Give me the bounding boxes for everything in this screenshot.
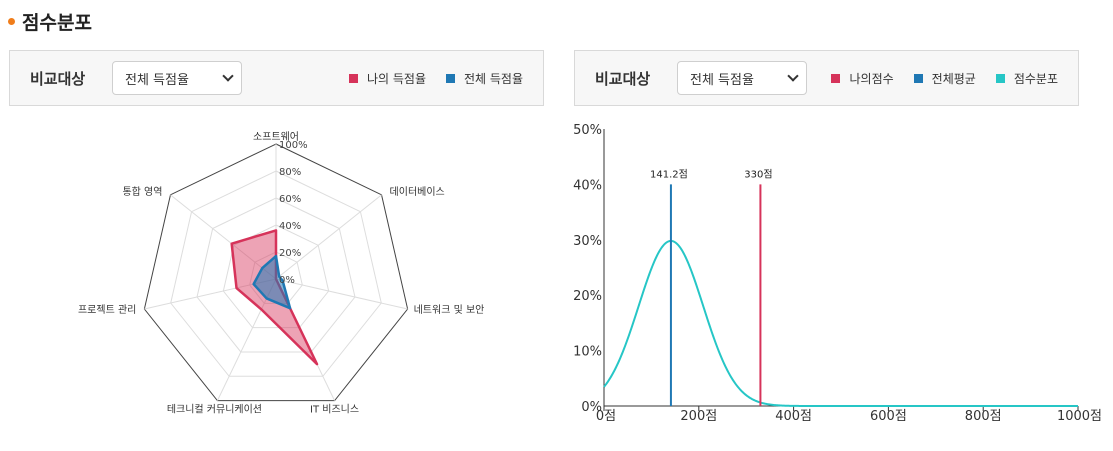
- legend-label: 점수분포: [1013, 71, 1058, 86]
- x-tick-label: 0점: [596, 409, 616, 424]
- x-tick-label: 200점: [680, 409, 717, 424]
- dist-compare-select[interactable]: 전체 득점율: [677, 61, 807, 95]
- section-title: 점수분포: [22, 11, 92, 34]
- chevron-down-icon: [222, 70, 234, 82]
- dist-compare-bar: 비교대상 전체 득점율 나의점수 전체평균 점수분포: [574, 50, 1079, 106]
- radar-tick-label: 60%: [279, 194, 301, 205]
- compare-label: 비교대상: [30, 69, 86, 88]
- section-header: 점수분포: [8, 8, 92, 34]
- radar-tick-label: 20%: [279, 248, 301, 259]
- legend-swatch: [831, 73, 841, 83]
- dist-legend: 나의점수 전체평균 점수분포: [831, 70, 1058, 87]
- x-tick-label: 600점: [870, 409, 907, 424]
- radar-tick-label: 40%: [279, 221, 301, 232]
- radar-spoke: [275, 278, 408, 310]
- x-tick-label: 800점: [965, 409, 1002, 424]
- radar-grid-ring: [170, 170, 382, 377]
- y-tick-label: 0%: [581, 400, 602, 415]
- compare-label: 비교대상: [595, 69, 651, 88]
- legend-item-average: 전체평균: [913, 70, 976, 87]
- radar-tick-label: 0%: [279, 275, 295, 286]
- radar-category-label: 네트워크 및 보안: [414, 303, 485, 316]
- radar-spoke: [275, 194, 382, 280]
- x-tick-label: 400점: [775, 409, 812, 424]
- radar-tick-label: 100%: [279, 140, 308, 151]
- y-tick-label: 20%: [573, 289, 602, 304]
- radar-tick-label: 80%: [279, 167, 301, 178]
- radar-spoke: [170, 194, 277, 280]
- radar-category-label: 테크니컬 커뮤니케이션: [167, 403, 262, 416]
- radar-category-label: 데이터베이스: [390, 186, 445, 198]
- radar-category-label: 프로젝트 관리: [78, 304, 136, 316]
- distribution-curve: [603, 239, 1078, 407]
- y-tick-label: 50%: [573, 123, 602, 138]
- radar-grid-ring: [143, 143, 409, 402]
- radar-category-label: 소프트웨어: [253, 131, 299, 143]
- y-tick-label: 30%: [573, 234, 602, 249]
- legend-item-my-score: 나의점수: [831, 70, 894, 87]
- legend-label: 전체 득점율: [463, 71, 523, 86]
- y-tick-label: 40%: [573, 178, 602, 193]
- legend-item-total-rate: 전체 득점율: [445, 70, 523, 87]
- select-value: 전체 득점율: [690, 72, 754, 88]
- radar-compare-bar: 비교대상 전체 득점율 나의 득점율 전체 득점율: [9, 50, 544, 106]
- radar-compare-select[interactable]: 전체 득점율: [112, 61, 242, 95]
- radar-series-total-rate: [252, 254, 292, 310]
- x-tick-label: 1000점: [1057, 409, 1102, 424]
- distribution-chart: 0% 10% 20% 30% 40% 50% 0점 200점 400점 600점 800점 1000점…: [573, 123, 1102, 424]
- chevron-down-icon: [787, 70, 799, 82]
- legend-label: 전체평균: [931, 71, 976, 86]
- legend-swatch: [445, 73, 455, 83]
- bullet-icon: [8, 17, 15, 25]
- legend-label: 나의점수: [849, 71, 894, 86]
- radar-legend: 나의 득점율 전체 득점율: [348, 70, 523, 87]
- my-score-marker-label: 330점: [744, 168, 772, 180]
- y-tick-label: 10%: [573, 345, 602, 360]
- legend-item-my-rate: 나의 득점율: [348, 70, 426, 87]
- legend-swatch: [995, 73, 1005, 83]
- legend-label: 나의 득점율: [366, 71, 426, 86]
- legend-swatch: [348, 73, 358, 83]
- select-value: 전체 득점율: [125, 72, 189, 88]
- radar-grid-ring: [196, 197, 356, 353]
- legend-item-distribution: 점수분포: [995, 70, 1058, 87]
- average-marker-label: 141.2점: [650, 168, 688, 180]
- legend-swatch: [913, 73, 923, 83]
- radar-category-label: IT 비즈니스: [310, 404, 359, 416]
- radar-category-label: 통합 영역: [122, 186, 162, 198]
